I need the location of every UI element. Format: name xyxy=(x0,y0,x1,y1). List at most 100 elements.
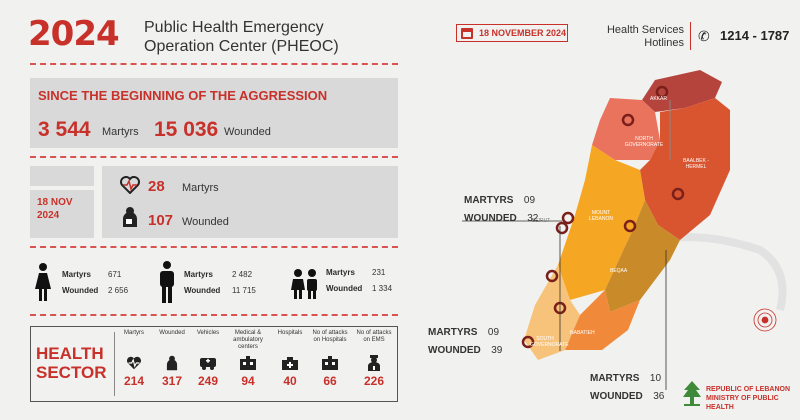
day-wounded-value: 107 xyxy=(148,212,174,229)
day-panel-top-left xyxy=(30,166,94,186)
men-martyrs-value: 2 482 xyxy=(232,270,253,279)
callout-1: MARTYRS 09 WOUNDED 32 xyxy=(464,190,538,226)
hotline-label-line-2: Hotlines xyxy=(644,37,684,49)
hs-medical-centers-value: 94 xyxy=(241,374,255,388)
map-region-akkar xyxy=(642,70,722,112)
region-label-akkar: AKKAR xyxy=(650,96,667,102)
callout-3-martyrs-value: 10 xyxy=(649,373,662,384)
cedar-logo-icon xyxy=(682,380,702,411)
hs-attacks-ems-header: No of attacks on EMS xyxy=(356,330,392,343)
hs-hospitals-value: 40 xyxy=(283,374,297,388)
hs-wounded: Wounded 317 xyxy=(152,330,192,388)
day-wounded-label: Wounded xyxy=(182,216,229,228)
day-date-panel xyxy=(30,190,94,238)
map-region-north xyxy=(592,98,660,160)
org-line-1: Public Health Emergency xyxy=(144,19,324,36)
total-wounded-value: 15 036 xyxy=(154,118,219,141)
callout-2: MARTYRS 09 WOUNDED 39 xyxy=(428,322,502,358)
men-wounded-label: Wounded xyxy=(184,286,221,295)
heartbeat-icon xyxy=(120,176,140,199)
day-divider xyxy=(30,246,398,248)
since-title: SINCE THE BEGINNING OF THE AGGRESSION xyxy=(38,88,328,103)
hospital-icon xyxy=(270,354,310,372)
header-divider xyxy=(30,63,398,65)
lebanon-map xyxy=(462,70,787,390)
ministry-line-1: REPUBLIC OF LEBANON xyxy=(706,386,790,393)
ems-worker-icon xyxy=(354,354,394,372)
map-region-south xyxy=(524,265,580,360)
total-martyrs-label: Martyrs xyxy=(102,126,139,138)
health-sector-title-line-2: SECTOR xyxy=(36,363,107,382)
hs-medical-centers: Medical & ambulatory centers 94 xyxy=(228,330,268,388)
region-label-mount-lebanon: MOUNT LEBANON xyxy=(589,210,613,222)
day-date-line-1: 18 NOV xyxy=(37,197,73,208)
callout-2-wounded-value: 39 xyxy=(491,345,503,356)
hs-attacks-ems-value: 226 xyxy=(363,374,385,388)
since-divider xyxy=(30,156,398,158)
hs-wounded-header: Wounded xyxy=(159,330,185,336)
region-label-north: NORTH GOVERNORATE xyxy=(624,136,664,148)
hotline-number: 1214 - 1787 xyxy=(720,28,790,43)
callout-1-martyrs-value: 09 xyxy=(523,195,536,206)
hs-wounded-value: 317 xyxy=(161,374,183,388)
health-sector-box xyxy=(30,326,398,402)
hs-hospitals-header: Hospitals xyxy=(277,330,303,336)
callout-2-wounded-label: WOUNDED xyxy=(428,345,481,356)
calendar-icon xyxy=(461,27,473,39)
day-date-line-2: 2024 xyxy=(37,210,60,221)
ambulance-icon xyxy=(188,354,228,372)
day-martyrs-label: Martyrs xyxy=(182,182,219,194)
phone-icon: ✆ xyxy=(698,28,710,44)
hs-attacks-hospitals-value: 66 xyxy=(323,374,337,388)
callout-3-martyrs-label: MARTYRS xyxy=(590,373,640,384)
year-title: 2024 xyxy=(28,14,120,54)
children-martyrs-label: Martyrs xyxy=(326,268,355,277)
children-martyrs-value: 231 xyxy=(372,268,386,277)
injured-person-icon xyxy=(152,354,192,372)
men-martyrs-label: Martyrs xyxy=(184,270,213,279)
hospital-attack-icon xyxy=(310,354,350,372)
hs-martyrs-value: 214 xyxy=(123,374,145,388)
date-text: 18 NOVEMBER 2024 xyxy=(479,28,567,38)
hs-vehicles: Vehicles 249 xyxy=(188,330,228,388)
date-badge: 18 NOVEMBER 2024 xyxy=(456,24,568,42)
callout-2-martyrs-label: MARTYRS xyxy=(428,327,478,338)
children-wounded-label: Wounded xyxy=(326,284,363,293)
map-target-icon xyxy=(753,308,777,332)
hotline-separator xyxy=(690,22,691,50)
man-icon xyxy=(158,260,176,309)
hs-vehicles-value: 249 xyxy=(197,374,219,388)
hs-medical-centers-header: Medical & ambulatory centers xyxy=(233,330,263,350)
heartbeat-icon xyxy=(114,354,154,372)
region-label-baalbek: BAALBEK - HERMEL xyxy=(683,158,709,170)
region-label-nabatieh: NABATIEH xyxy=(570,330,595,336)
map-region-nabatieh xyxy=(565,290,640,350)
health-sector-title: HEALTH SECTOR xyxy=(36,344,107,382)
callout-2-martyrs-value: 09 xyxy=(487,327,500,338)
callout-3-wounded-label: WOUNDED xyxy=(590,391,643,402)
health-sector-separator xyxy=(114,332,115,396)
hotline-label-line-1: Health Services xyxy=(606,24,684,36)
women-wounded-label: Wounded xyxy=(62,286,99,295)
injured-person-icon xyxy=(121,206,139,233)
hs-attacks-ems: No of attacks on EMS 226 xyxy=(354,330,394,388)
women-wounded-value: 2 656 xyxy=(108,286,129,295)
woman-icon xyxy=(34,262,52,307)
hotline-label: Health Services Hotlines xyxy=(598,24,684,50)
hs-martyrs: Martyrs 214 xyxy=(114,330,154,388)
callout-1-wounded-label: WOUNDED xyxy=(464,213,517,224)
region-label-south: SOUTH GOVERNORATE xyxy=(530,336,569,348)
since-panel xyxy=(30,78,398,148)
day-date: 18 NOV 2024 xyxy=(37,196,73,222)
region-label-beqaa: BEQAA xyxy=(610,268,628,274)
total-wounded-label: Wounded xyxy=(224,126,271,138)
callout-3-wounded-value: 36 xyxy=(653,391,665,402)
health-sector-title-line-1: HEALTH xyxy=(36,344,104,363)
demographics-divider xyxy=(30,314,398,316)
org-name: Public Health Emergency Operation Center… xyxy=(144,18,339,56)
total-martyrs-value: 3 544 xyxy=(38,118,91,141)
callout-1-wounded-value: 32 xyxy=(527,213,539,224)
children-icon xyxy=(290,268,320,305)
callout-1-martyrs-label: MARTYRS xyxy=(464,195,514,206)
hs-hospitals: Hospitals 40 xyxy=(270,330,310,388)
